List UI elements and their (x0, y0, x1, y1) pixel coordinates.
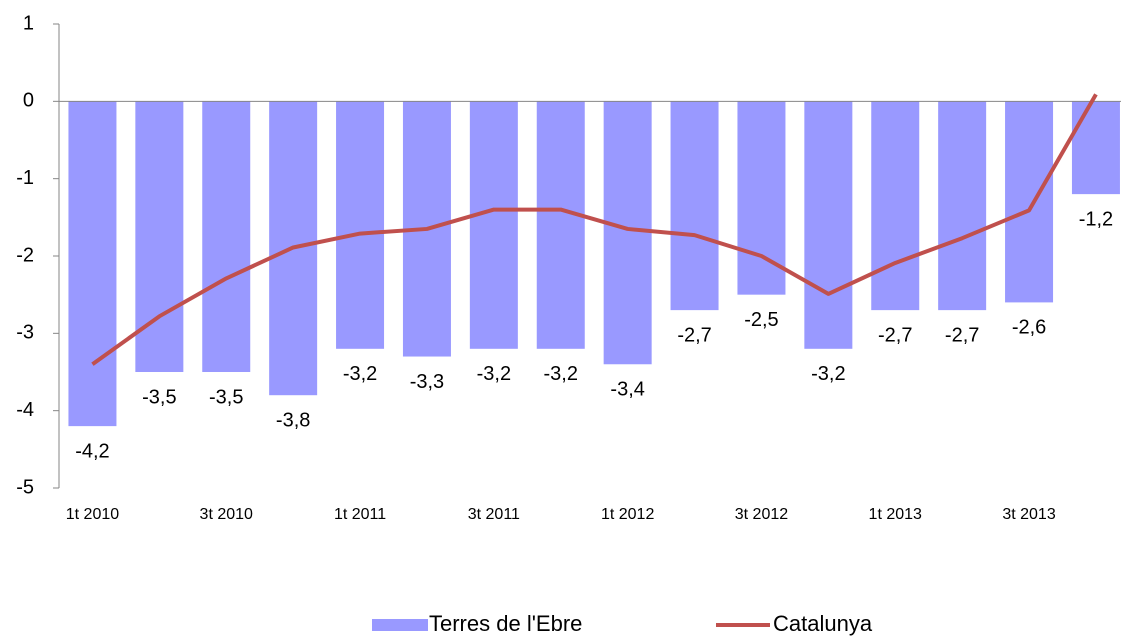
data-label: -2,7 (677, 324, 711, 346)
y-tick-label: 1 (23, 12, 34, 34)
data-label: -3,2 (343, 363, 377, 385)
bar (536, 101, 585, 349)
y-tick-label: -2 (16, 244, 34, 266)
data-label: -2,7 (878, 324, 912, 346)
bar (1071, 101, 1120, 195)
data-label: -3,3 (410, 371, 444, 393)
x-tick-label: 1t 2011 (334, 506, 386, 523)
x-tick-label: 1t 2010 (66, 506, 119, 523)
x-tick-label: 3t 2010 (200, 506, 253, 523)
data-label: -3,4 (610, 379, 644, 401)
data-label: -3,5 (209, 386, 243, 408)
y-tick-label: -3 (16, 322, 34, 344)
x-tick-label: 3t 2011 (468, 506, 520, 523)
bar (737, 101, 786, 295)
data-label: -3,8 (276, 409, 310, 431)
bar (202, 101, 251, 372)
bar (469, 101, 518, 349)
data-label: -3,2 (544, 363, 578, 385)
data-label: -2,5 (744, 309, 778, 331)
data-label: -2,6 (1012, 317, 1046, 339)
y-tick-label: -1 (16, 167, 34, 189)
data-label: -1,2 (1079, 208, 1113, 230)
x-tick-label: 1t 2013 (869, 506, 922, 523)
legend-label: Terres de l'Ebre (429, 611, 582, 636)
bar (603, 101, 652, 365)
x-tick-label: 3t 2013 (1002, 506, 1055, 523)
bar (938, 101, 987, 311)
data-label: -3,2 (811, 363, 845, 385)
data-label: -3,2 (477, 363, 511, 385)
bar (336, 101, 385, 349)
data-label: -2,7 (945, 324, 979, 346)
bar (871, 101, 920, 311)
bar (68, 101, 117, 427)
bar (135, 101, 184, 372)
y-tick-label: -4 (16, 399, 34, 421)
x-tick-label: 1t 2012 (601, 506, 654, 523)
bar (670, 101, 719, 311)
data-label: -3,5 (142, 386, 176, 408)
bar (1005, 101, 1054, 303)
y-tick-label: 0 (23, 90, 34, 112)
y-tick-label: -5 (16, 476, 34, 498)
data-label: -4,2 (75, 440, 109, 462)
x-tick-label: 3t 2012 (735, 506, 788, 523)
bar (804, 101, 853, 349)
legend-label: Catalunya (773, 611, 873, 636)
line (91, 93, 1098, 366)
legend-swatch (372, 619, 428, 631)
